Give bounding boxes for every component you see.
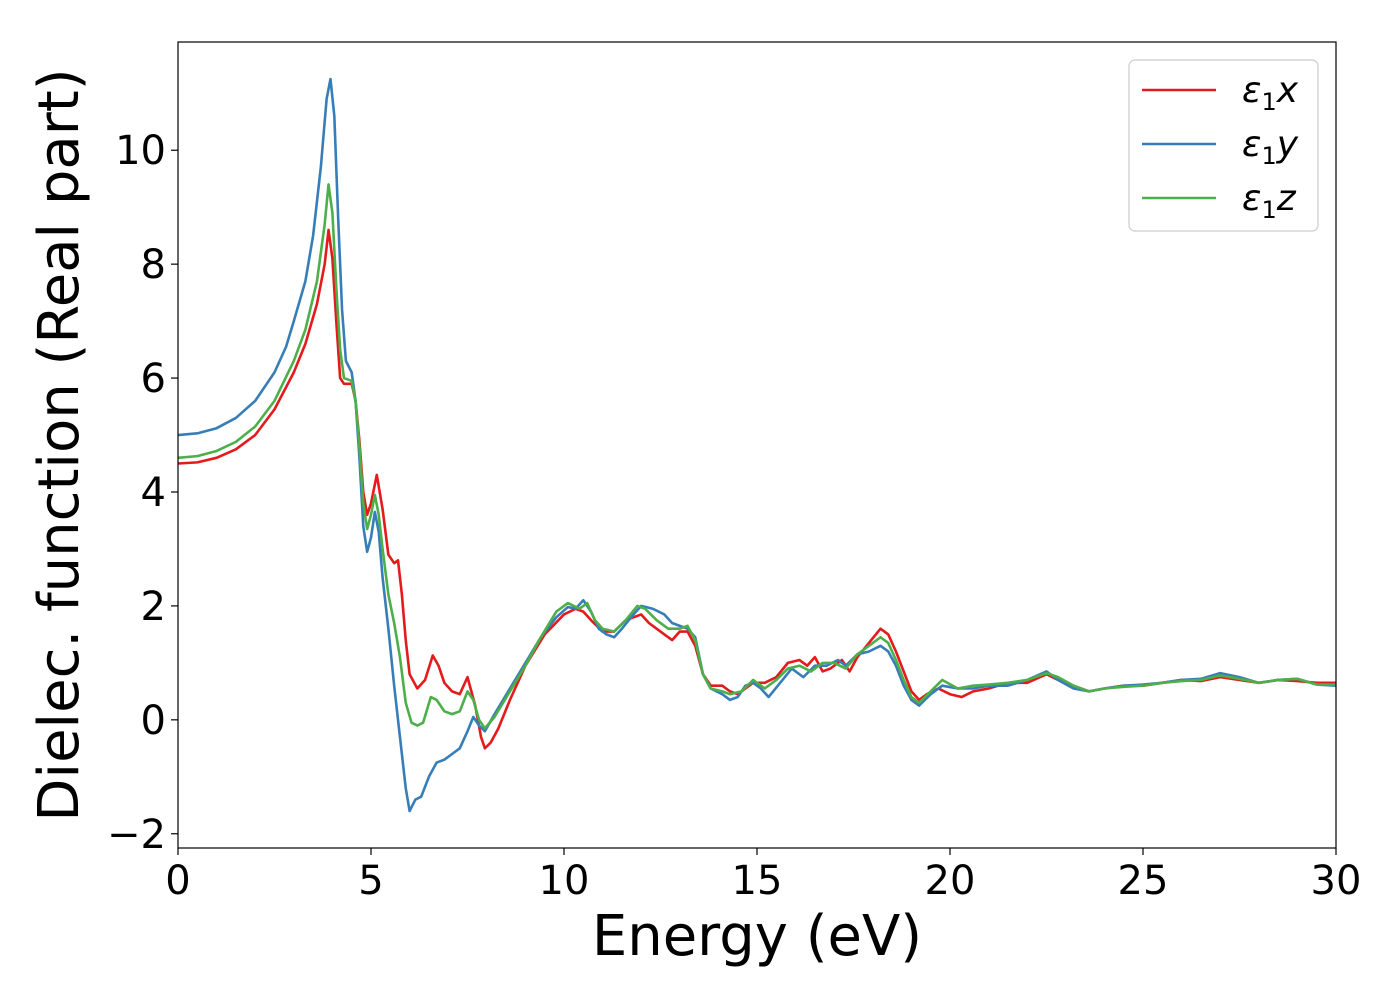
series-line-x [178,228,1336,750]
legend-label-y: ε1y [1242,124,1299,170]
y-axis: −2 0 2 4 6 8 10 [107,128,178,858]
x-tick-label: 20 [925,858,976,904]
x-axis: 0 5 10 15 20 25 30 [165,848,1361,904]
legend-box [1128,59,1319,232]
x-tick-label: 25 [1118,858,1169,904]
legend: ε1x ε1y ε1z [1128,59,1319,232]
series-line-z [178,183,1336,730]
legend-label-z: ε1z [1242,178,1297,224]
y-axis-title: Dielec. function (Real part) [27,68,92,821]
x-axis-title: Energy (eV) [592,904,922,969]
x-tick-label: 5 [358,858,383,904]
series-layer [178,77,1336,813]
y-tick-label: 4 [141,470,166,516]
x-tick-label: 30 [1311,858,1362,904]
x-tick-label: 0 [165,858,190,904]
legend-label-x: ε1x [1242,70,1299,116]
y-tick-label: 6 [141,356,166,402]
y-tick-label: 2 [141,584,166,630]
x-tick-label: 10 [539,858,590,904]
y-tick-label: 10 [115,128,166,174]
x-tick-label: 15 [732,858,783,904]
y-tick-label: 0 [141,698,166,744]
y-tick-label: −2 [107,812,166,858]
y-tick-label: 8 [141,242,166,288]
